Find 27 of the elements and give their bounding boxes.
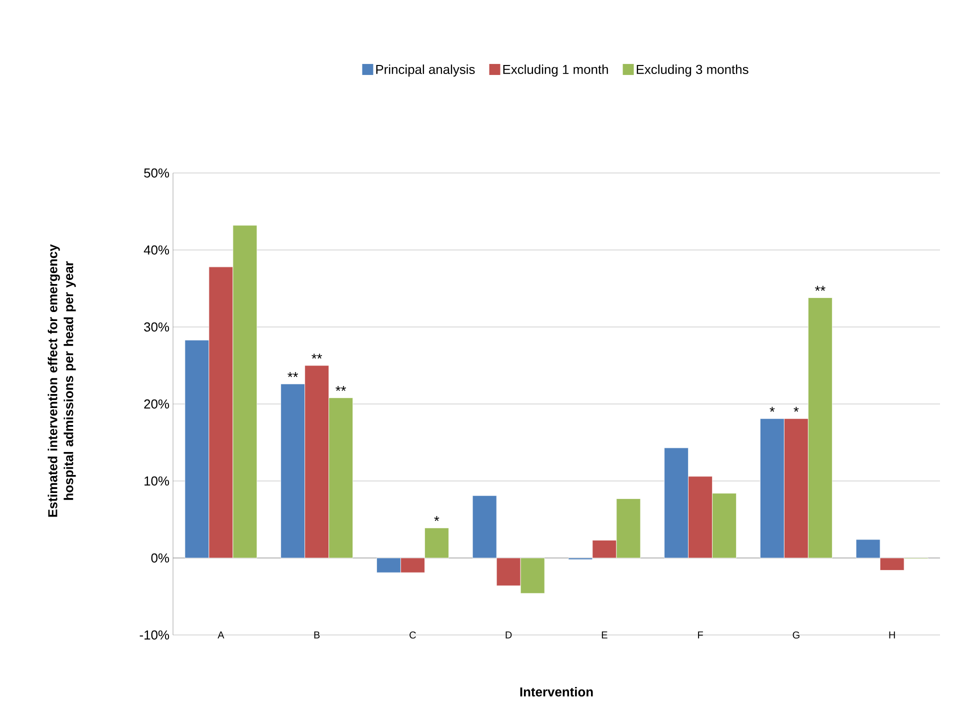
data-label: ** [288,372,298,378]
y-tick-label: 20% [144,399,170,409]
data-label: ** [814,286,826,291]
x-tick-label: C [410,632,416,639]
legend-label: Excluding 1 month [503,64,608,77]
x-tick-label: D [506,632,512,638]
x-tick-label: H [889,632,895,638]
y-axis-title: Estimated intervention effect for emergency hospital admissions per head per year [48,244,76,517]
y-tick-label: 40% [144,245,170,255]
legend-label: Excluding 3 months [636,64,748,77]
x-tick-label: A [218,632,224,638]
x-tick-label: G [792,632,800,639]
x-axis-title: Intervention [520,687,593,697]
y-tick-label: 30% [144,322,170,332]
x-tick-label: B [314,632,320,638]
y-tick-label: 0% [151,553,170,563]
y-tick-label: 50% [144,168,170,178]
x-tick-label: F [698,632,703,638]
legend-label: Principal analysis [376,64,475,77]
data-label: * [770,406,775,412]
data-label: ** [336,386,346,391]
y-tick-label: 10% [144,476,170,486]
data-label: * [434,516,440,522]
y-tick-label: -10% [140,630,170,640]
data-label: ** [312,354,322,359]
data-label: * [794,406,799,412]
x-tick-label: E [602,632,608,638]
